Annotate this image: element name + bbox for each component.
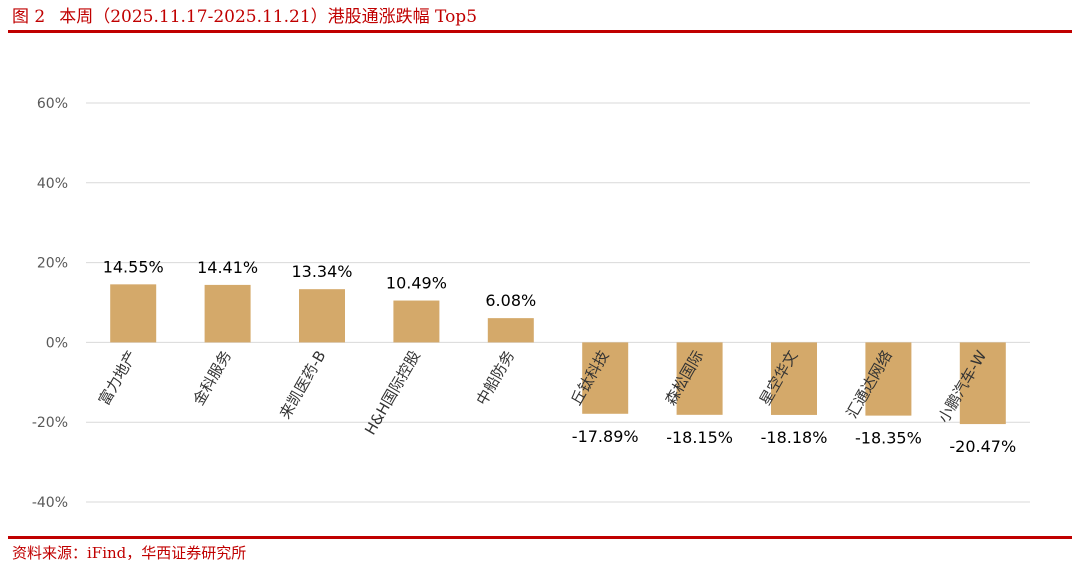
- figure-number: 图 2: [12, 7, 46, 27]
- bar: [110, 284, 157, 343]
- data-label: -18.15%: [666, 428, 733, 447]
- y-tick-label: -20%: [32, 415, 68, 431]
- y-tick-label: 60%: [37, 96, 68, 112]
- bar: [393, 300, 440, 343]
- category-label: 来凯医药-B: [276, 347, 329, 422]
- y-tick-label: 40%: [37, 176, 68, 192]
- data-label: -18.18%: [761, 428, 828, 447]
- title-divider: [8, 30, 1072, 33]
- category-labels: 富力地产 金科服务 来凯医药-B H&H国际控股 中船防务 丘钛科技 森松国际 星空华文 汇通达…: [95, 347, 990, 438]
- data-label: 6.08%: [485, 291, 536, 310]
- y-axis-ticks: 60% 40% 20% 0% -20% -40%: [32, 96, 68, 511]
- data-label: -17.89%: [572, 427, 639, 446]
- category-label: H&H国际控股: [361, 347, 424, 438]
- bar: [676, 342, 723, 415]
- bar: [771, 342, 817, 415]
- category-label: 金科服务: [189, 347, 235, 408]
- bar: [959, 342, 1006, 425]
- bar: [865, 342, 912, 416]
- y-tick-label: -40%: [32, 495, 68, 511]
- figure-title: 图 2 本周（2025.11.17-2025.11.21）港股通涨跌幅 Top5: [12, 4, 477, 30]
- category-label: 富力地产: [95, 347, 141, 408]
- y-tick-label: 20%: [37, 256, 68, 272]
- data-label: 14.55%: [103, 257, 164, 276]
- figure-title-text: 本周（2025.11.17-2025.11.21）港股通涨跌幅 Top5: [59, 7, 478, 27]
- footer-divider: [8, 536, 1072, 539]
- data-label: -18.35%: [855, 429, 922, 448]
- data-label: 10.49%: [386, 274, 447, 293]
- source-note: 资料来源：iFind，华西证券研究所: [12, 544, 247, 562]
- data-label: 14.41%: [197, 258, 258, 277]
- data-label: 13.34%: [291, 262, 352, 281]
- bar: [487, 318, 534, 343]
- bar: [204, 284, 251, 343]
- gridlines: [86, 102, 1030, 503]
- category-label: 中船防务: [473, 347, 519, 408]
- data-label: -20.47%: [949, 437, 1016, 456]
- bar: [299, 289, 345, 343]
- bar: [582, 342, 629, 414]
- bars: [110, 284, 1006, 425]
- y-tick-label: 0%: [46, 335, 68, 351]
- data-labels: 14.55% 14.41% 13.34% 10.49% 6.08% -17.89% -18.…: [103, 257, 1016, 456]
